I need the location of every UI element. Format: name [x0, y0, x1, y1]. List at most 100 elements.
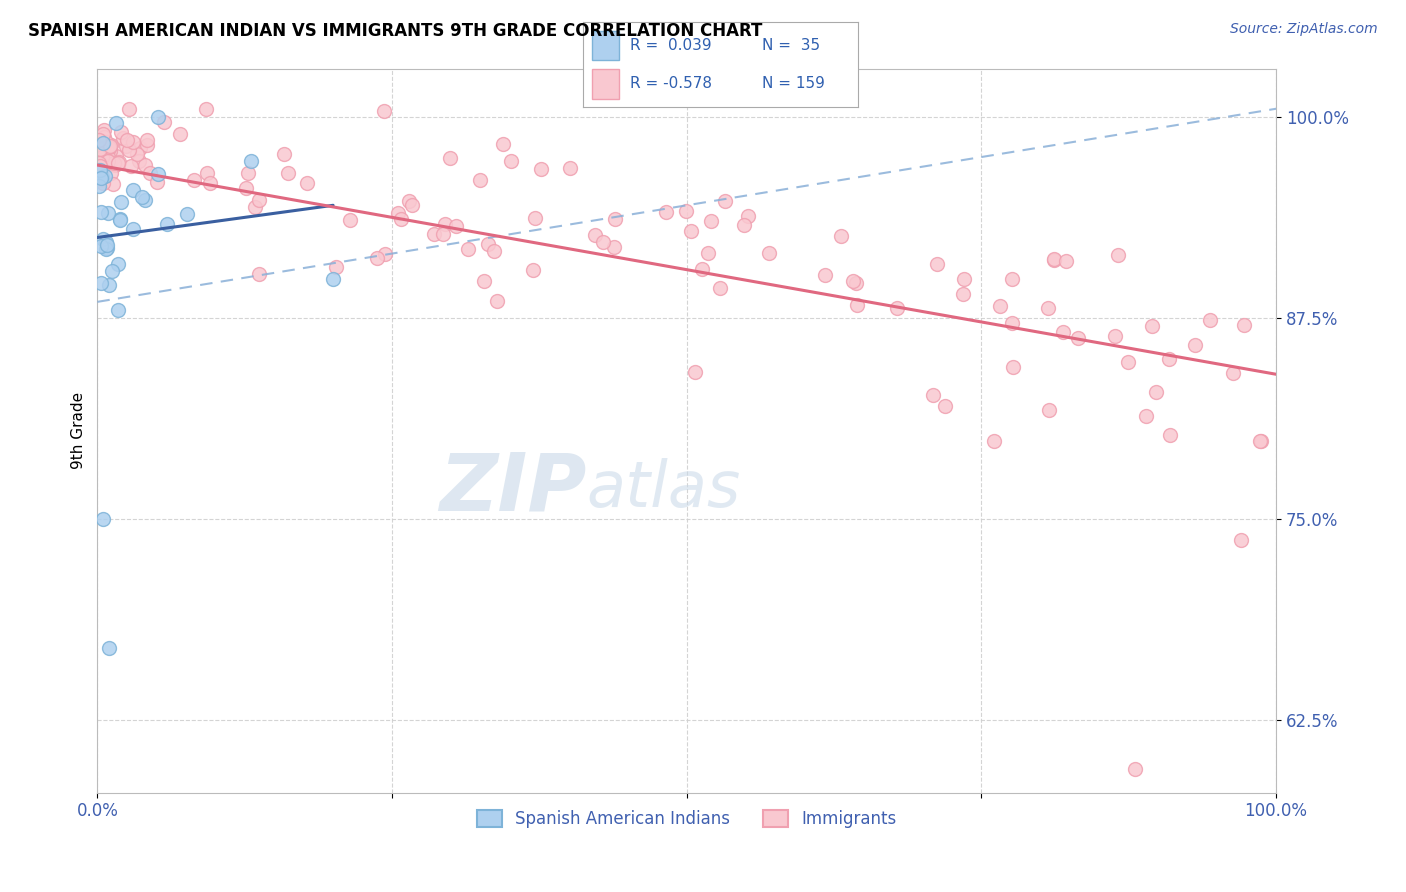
Bar	[592, 69, 619, 99]
Point	[485, 293, 508, 308]
Text: Source: ZipAtlas.com: Source: ZipAtlas.com	[1230, 22, 1378, 37]
Point	[373, 104, 395, 119]
Point	[100, 166, 122, 180]
Point	[1104, 329, 1126, 343]
Point	[1199, 312, 1222, 326]
Point	[98, 156, 121, 170]
Text: R =  0.039: R = 0.039	[630, 38, 711, 54]
Point	[89, 158, 111, 172]
Point	[108, 211, 131, 226]
Point	[146, 110, 169, 124]
Point	[91, 136, 114, 151]
Point	[1123, 762, 1146, 776]
Point	[1250, 434, 1272, 449]
Point	[522, 263, 544, 277]
Point	[273, 147, 295, 161]
Point	[101, 177, 124, 191]
Point	[135, 132, 157, 146]
Point	[295, 176, 318, 190]
Point	[247, 267, 270, 281]
Point	[110, 125, 132, 139]
Point	[477, 236, 499, 251]
Point	[1036, 301, 1059, 316]
Point	[89, 159, 111, 173]
Point	[91, 127, 114, 141]
Point	[1000, 271, 1022, 285]
Point	[675, 204, 697, 219]
Point	[1001, 316, 1024, 330]
Point	[681, 224, 703, 238]
Point	[89, 146, 111, 161]
Point	[952, 272, 974, 286]
Point	[100, 264, 122, 278]
Point	[117, 133, 139, 147]
Point	[122, 222, 145, 236]
Point	[401, 198, 423, 212]
Y-axis label: 9th Grade: 9th Grade	[72, 392, 86, 469]
Point	[195, 166, 218, 180]
Point	[198, 176, 221, 190]
Point	[927, 257, 949, 271]
Point	[87, 139, 110, 153]
Point	[94, 169, 117, 183]
Point	[125, 147, 148, 161]
Point	[96, 140, 118, 154]
Point	[1144, 385, 1167, 400]
Point	[444, 219, 467, 233]
Point	[96, 238, 118, 252]
Point	[134, 193, 156, 207]
Point	[111, 131, 134, 145]
Point	[152, 115, 174, 129]
Point	[423, 227, 446, 241]
Point	[134, 158, 156, 172]
Legend: Spanish American Indians, Immigrants: Spanish American Indians, Immigrants	[470, 804, 904, 835]
Text: N = 159: N = 159	[762, 76, 824, 91]
Point	[655, 205, 678, 219]
Point	[89, 153, 111, 167]
Point	[470, 173, 492, 187]
Point	[603, 211, 626, 226]
Point	[90, 150, 112, 164]
Point	[90, 239, 112, 253]
Point	[247, 193, 270, 207]
Point	[96, 241, 118, 255]
Point	[830, 229, 852, 244]
Point	[1135, 409, 1157, 423]
Point	[1222, 366, 1244, 380]
Point	[94, 155, 117, 169]
Point	[243, 200, 266, 214]
Point	[91, 173, 114, 187]
Point	[156, 217, 179, 231]
Point	[690, 262, 713, 277]
Point	[94, 159, 117, 173]
Point	[484, 244, 506, 259]
Point	[129, 141, 152, 155]
Point	[583, 228, 606, 243]
Point	[104, 158, 127, 172]
Point	[110, 194, 132, 209]
Point	[87, 157, 110, 171]
Point	[530, 162, 553, 177]
Point	[89, 142, 111, 156]
Point	[176, 207, 198, 221]
Point	[737, 209, 759, 223]
Point	[1043, 253, 1066, 268]
Text: atlas: atlas	[586, 458, 741, 519]
Point	[325, 260, 347, 275]
Text: SPANISH AMERICAN INDIAN VS IMMIGRANTS 9TH GRADE CORRELATION CHART: SPANISH AMERICAN INDIAN VS IMMIGRANTS 9T…	[28, 22, 762, 40]
Point	[146, 167, 169, 181]
Point	[277, 166, 299, 180]
Point	[472, 274, 495, 288]
Point	[700, 213, 723, 227]
Point	[98, 138, 121, 153]
Point	[97, 143, 120, 157]
Point	[1159, 428, 1181, 442]
Point	[814, 268, 837, 282]
Bar	[592, 30, 619, 61]
Point	[685, 365, 707, 379]
Point	[183, 173, 205, 187]
Point	[89, 165, 111, 179]
Point	[1001, 359, 1024, 374]
Point	[886, 301, 908, 315]
Point	[108, 155, 131, 169]
